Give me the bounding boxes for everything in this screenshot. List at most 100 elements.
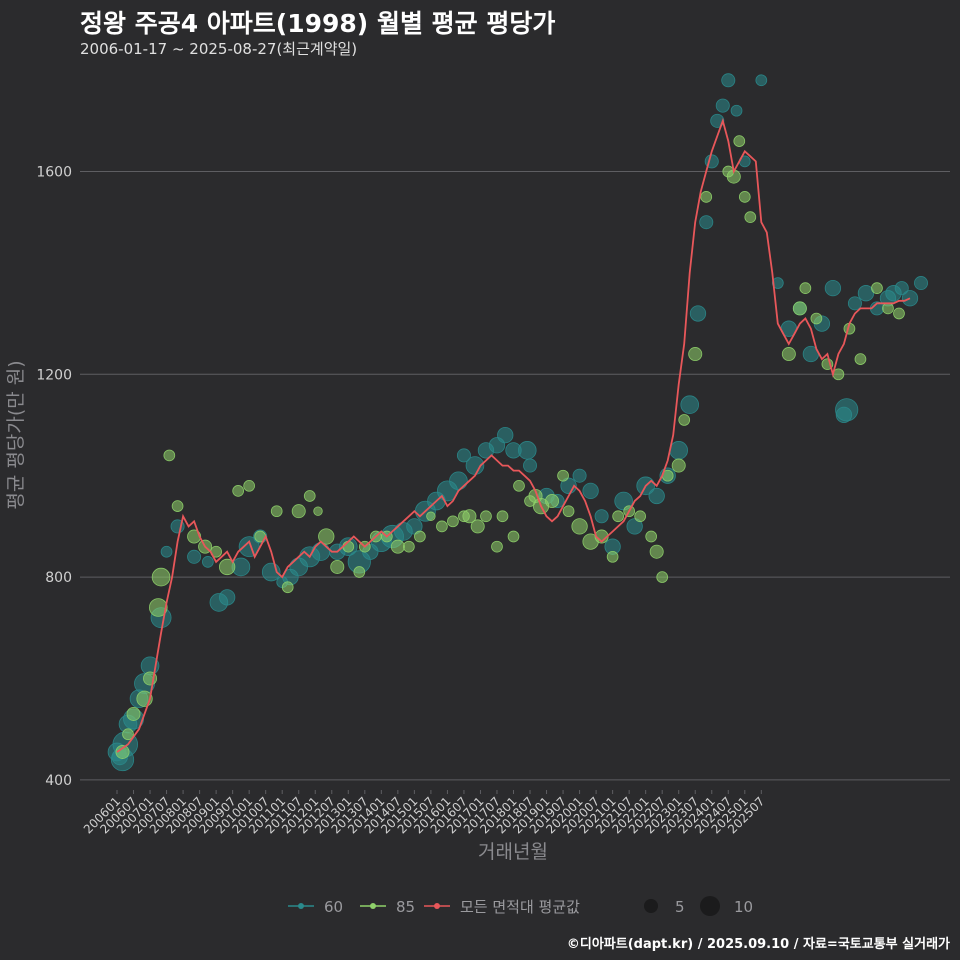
legend-average-label: 모든 면적대 평균값 — [460, 898, 580, 916]
point-85 — [187, 529, 202, 544]
average-line — [116, 117, 911, 753]
legend-size-5-label: 5 — [675, 898, 685, 916]
point-85 — [270, 505, 283, 518]
point-85 — [612, 510, 624, 523]
legend-size-5-marker — [644, 899, 658, 913]
point-60 — [218, 589, 236, 606]
point-85 — [810, 312, 823, 325]
point-85 — [507, 530, 520, 543]
y-axis-label: 평균 평당가(만 원) — [5, 360, 27, 509]
point-60 — [311, 542, 331, 562]
point-85 — [330, 559, 345, 574]
point-60 — [669, 441, 689, 460]
legend: 60 85 모든 면적대 평균값 5 10 — [288, 896, 753, 916]
point-60 — [730, 104, 743, 117]
point-85 — [557, 469, 569, 482]
x-tick-labels: 2006012006072007012007072008012008072009… — [81, 794, 768, 836]
point-60 — [857, 285, 875, 302]
point-60 — [456, 448, 471, 463]
point-85 — [562, 505, 575, 518]
point-85 — [571, 518, 588, 535]
point-85 — [426, 511, 436, 521]
point-85 — [799, 282, 812, 294]
point-85 — [792, 301, 807, 316]
legend-60-label: 60 — [324, 898, 343, 916]
chart-subtitle: 2006-01-17 ~ 2025-08-27(최근계약일) — [80, 40, 358, 58]
point-60 — [901, 290, 919, 307]
point-60 — [755, 74, 768, 87]
point-85 — [649, 544, 664, 559]
point-85 — [733, 135, 746, 147]
point-85 — [738, 191, 751, 203]
legend-85-label: 85 — [396, 898, 415, 916]
point-85 — [303, 490, 316, 502]
point-85 — [893, 307, 905, 320]
point-60 — [847, 296, 862, 311]
legend-size-10-marker — [700, 896, 720, 916]
data-bubbles — [107, 73, 929, 772]
point-60 — [824, 279, 842, 297]
point-85 — [700, 191, 713, 203]
point-85 — [313, 506, 323, 516]
point-85 — [688, 347, 703, 362]
point-85 — [513, 479, 525, 492]
point-85 — [491, 540, 503, 553]
grid-lines — [80, 171, 950, 794]
legend-average-marker — [434, 903, 440, 909]
point-85 — [291, 504, 306, 519]
point-85 — [545, 494, 560, 509]
point-85 — [243, 479, 256, 492]
point-85 — [882, 302, 894, 315]
point-85 — [115, 744, 130, 759]
point-60 — [648, 487, 665, 505]
point-85 — [318, 528, 335, 545]
point-85 — [232, 485, 245, 497]
point-85 — [744, 211, 757, 224]
point-60 — [160, 545, 173, 558]
point-85 — [645, 530, 658, 543]
point-85 — [634, 510, 647, 523]
point-60 — [406, 518, 423, 535]
point-85 — [480, 510, 492, 523]
point-85 — [281, 581, 294, 594]
point-85 — [414, 530, 426, 543]
point-60 — [680, 395, 700, 415]
point-60 — [710, 113, 725, 128]
point-60 — [626, 518, 643, 535]
point-60 — [771, 277, 784, 289]
point-60 — [594, 509, 609, 524]
point-85 — [436, 520, 448, 533]
point-85 — [403, 540, 415, 553]
point-60 — [202, 556, 214, 568]
point-60 — [894, 281, 909, 296]
point-85 — [171, 500, 184, 512]
point-85 — [606, 550, 619, 563]
point-85 — [496, 510, 509, 523]
point-85 — [218, 558, 236, 576]
point-85 — [390, 539, 405, 554]
point-85 — [151, 567, 171, 587]
legend-size-10-label: 10 — [734, 898, 753, 916]
y-tick-label: 400 — [45, 773, 72, 789]
y-tick-label: 1200 — [36, 367, 72, 383]
point-60 — [689, 305, 707, 322]
point-85 — [122, 728, 134, 741]
point-60 — [497, 426, 514, 444]
point-60 — [449, 471, 468, 491]
point-85 — [871, 282, 883, 294]
point-60 — [721, 73, 736, 88]
y-tick-label: 800 — [45, 570, 72, 586]
point-60 — [187, 549, 202, 564]
point-60 — [582, 482, 599, 500]
point-60 — [572, 468, 587, 483]
legend-85-marker — [370, 903, 376, 909]
y-tick-label: 1600 — [36, 165, 72, 181]
point-85 — [342, 540, 355, 553]
point-60 — [517, 441, 537, 460]
point-85 — [470, 519, 485, 534]
legend-60-marker — [298, 903, 304, 909]
point-85 — [671, 458, 686, 473]
point-85 — [656, 571, 669, 583]
point-85 — [854, 353, 867, 365]
